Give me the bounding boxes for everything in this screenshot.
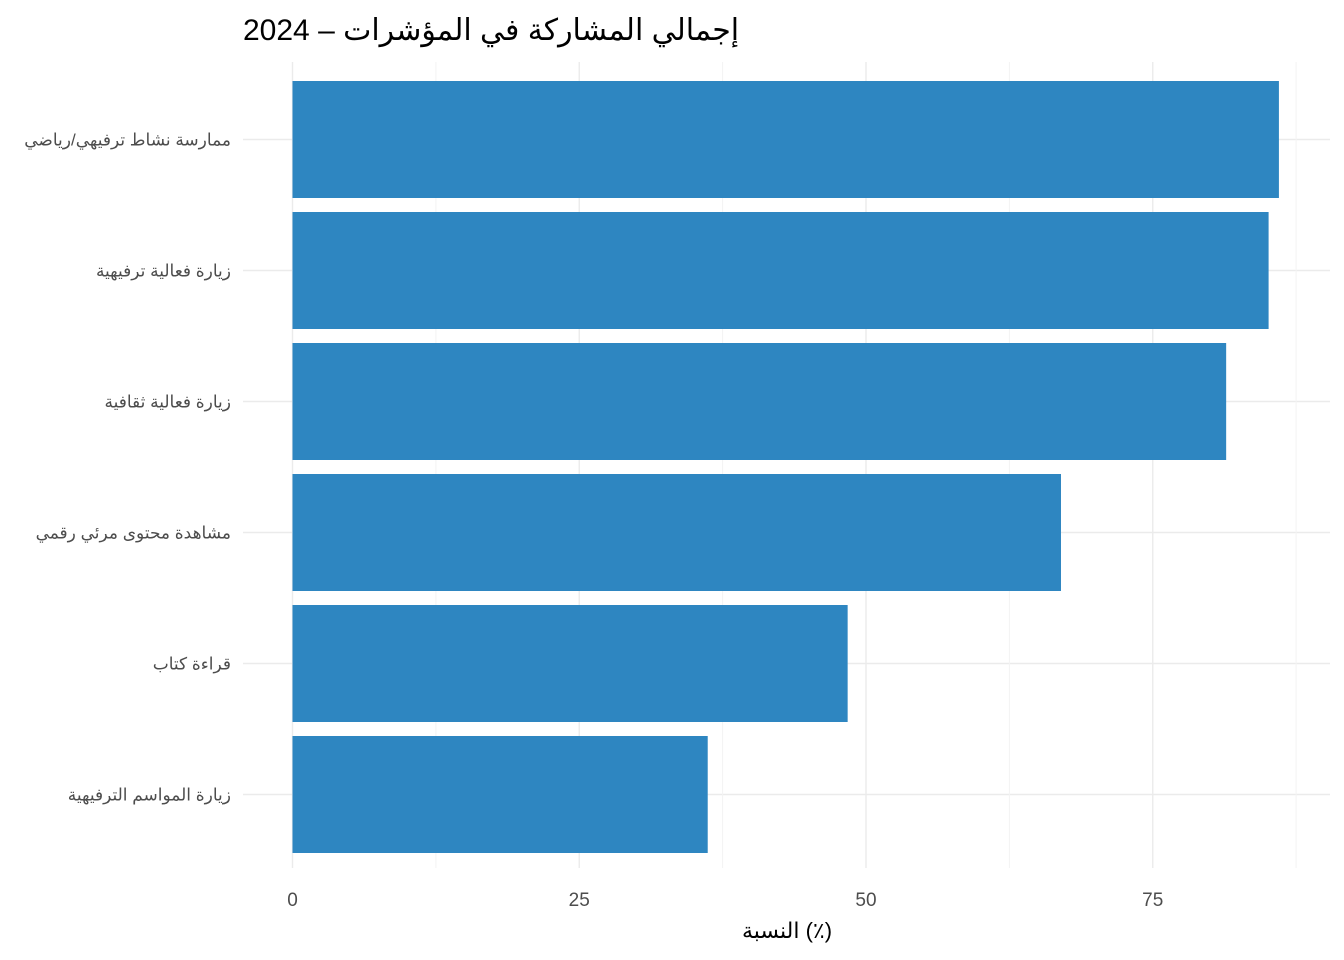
bar xyxy=(292,212,1269,329)
category-label: مشاهدة محتوى مرئي رقمي xyxy=(36,524,231,544)
category-label: زيارة فعالية ثقافية xyxy=(105,393,232,412)
category-label: قراءة كتاب xyxy=(153,655,231,674)
bars xyxy=(292,81,1279,853)
x-tick-label: 25 xyxy=(569,890,590,911)
category-label: زيارة فعالية ترفيهية xyxy=(96,262,231,282)
x-tick-label: 50 xyxy=(855,890,876,911)
category-labels: ممارسة نشاط ترفيهي/رياضي زيارة فعالية ترف… xyxy=(24,131,231,806)
bar xyxy=(292,81,1279,198)
category-label: ممارسة نشاط ترفيهي/رياضي xyxy=(24,131,231,151)
bar xyxy=(292,605,848,722)
bar xyxy=(292,343,1227,460)
bar xyxy=(292,736,708,853)
x-tick-labels: 0 25 50 75 xyxy=(287,890,1163,911)
x-tick-label: 75 xyxy=(1142,890,1163,911)
bar xyxy=(292,474,1061,591)
category-label: زيارة المواسم الترفيهية xyxy=(68,786,231,806)
x-tick-label: 0 xyxy=(287,890,298,911)
chart-title: إجمالي المشاركة في المؤشرات – 2024 xyxy=(243,14,739,48)
x-axis-title: النسبة (٪) xyxy=(742,918,832,943)
